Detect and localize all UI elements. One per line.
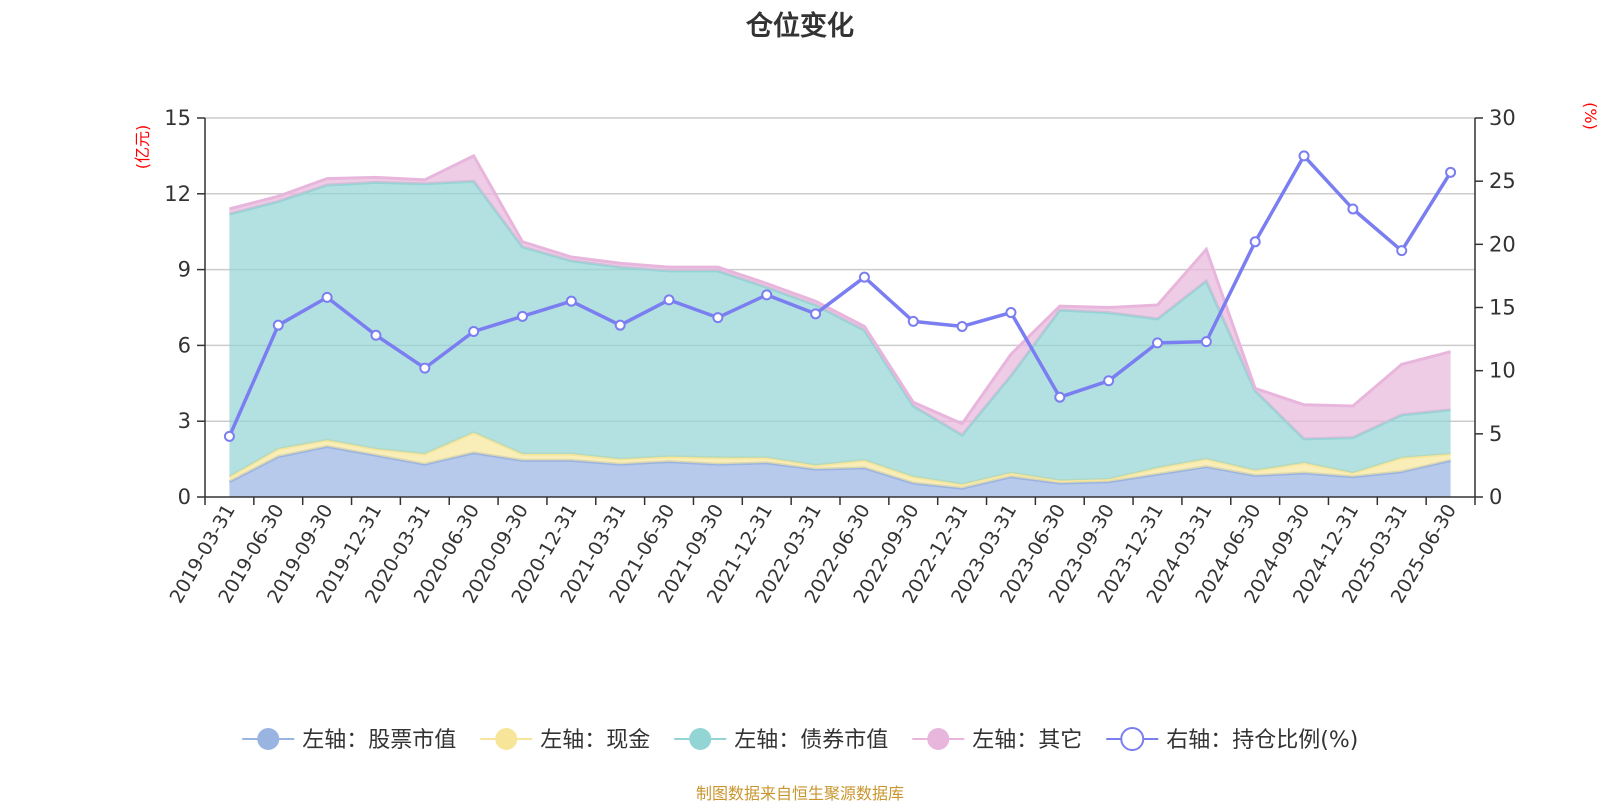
y-right-tick-label: 5 xyxy=(1489,422,1502,446)
legend-symbol-marker xyxy=(1121,728,1143,750)
legend-label: 左轴：现金 xyxy=(540,728,650,753)
ratio-point xyxy=(909,317,918,326)
legend-item: 左轴：其它 xyxy=(912,728,1082,753)
ratio-point xyxy=(371,331,380,340)
y-left-tick-label: 9 xyxy=(178,258,191,282)
legend-item: 左轴：债券市值 xyxy=(674,728,888,753)
ratio-point xyxy=(762,290,771,299)
legend-item: 右轴：持仓比例(%) xyxy=(1106,728,1358,753)
legend-item: 左轴：现金 xyxy=(480,728,650,753)
ratio-point xyxy=(420,364,429,373)
ratio-point xyxy=(567,297,576,306)
ratio-point xyxy=(1251,237,1260,246)
y-left-tick-label: 12 xyxy=(164,182,191,206)
y-right-tick-label: 0 xyxy=(1489,485,1502,509)
ratio-point xyxy=(469,327,478,336)
y-left-tick-label: 6 xyxy=(178,333,191,357)
area-左轴：债券市值 xyxy=(229,181,1450,484)
ratio-point xyxy=(1104,376,1113,385)
ratio-point xyxy=(323,293,332,302)
y-left-tick-label: 3 xyxy=(178,409,191,433)
y-left-tick-label: 15 xyxy=(164,106,191,130)
position-change-chart: 036912150510152025302019-03-312019-06-30… xyxy=(0,0,1600,800)
right-axis-unit: (%) xyxy=(1581,102,1600,130)
ratio-point xyxy=(518,312,527,321)
ratio-point xyxy=(225,432,234,441)
y-right-tick-label: 15 xyxy=(1489,296,1516,320)
y-left-tick-label: 0 xyxy=(178,485,191,509)
ratio-point xyxy=(616,321,625,330)
legend-symbol-marker xyxy=(495,728,517,750)
ratio-point xyxy=(811,309,820,318)
y-right-tick-label: 25 xyxy=(1489,169,1516,193)
legend-label: 左轴：债券市值 xyxy=(734,728,888,753)
legend-label: 右轴：持仓比例(%) xyxy=(1166,728,1358,753)
ratio-point xyxy=(1397,246,1406,255)
left-axis-unit: (亿元) xyxy=(133,125,152,170)
y-right-tick-label: 20 xyxy=(1489,232,1516,256)
ratio-point xyxy=(1348,204,1357,213)
legend-label: 左轴：股票市值 xyxy=(302,728,456,753)
ratio-point xyxy=(1202,337,1211,346)
ratio-point xyxy=(274,321,283,330)
ratio-point xyxy=(1055,393,1064,402)
legend: 左轴：股票市值 左轴：现金 左轴：债券市值 左轴：其它 右轴：持仓比例(%) xyxy=(242,728,1358,753)
ratio-point xyxy=(1300,151,1309,160)
ratio-point xyxy=(1006,308,1015,317)
ratio-point xyxy=(665,295,674,304)
legend-item: 左轴：股票市值 xyxy=(242,728,456,753)
ratio-point xyxy=(1153,338,1162,347)
stacked-areas xyxy=(229,156,1450,497)
ratio-point xyxy=(713,313,722,322)
y-right-tick-label: 10 xyxy=(1489,359,1516,383)
ratio-point xyxy=(860,273,869,282)
y-right-tick-label: 30 xyxy=(1489,106,1516,130)
source-note: 制图数据来自恒生聚源数据库 xyxy=(0,780,1600,804)
ratio-point xyxy=(958,322,967,331)
legend-symbol-marker xyxy=(927,728,949,750)
legend-symbol-marker xyxy=(257,728,279,750)
ratio-point xyxy=(1446,168,1455,177)
legend-label: 左轴：其它 xyxy=(972,728,1082,753)
legend-symbol-marker xyxy=(689,728,711,750)
